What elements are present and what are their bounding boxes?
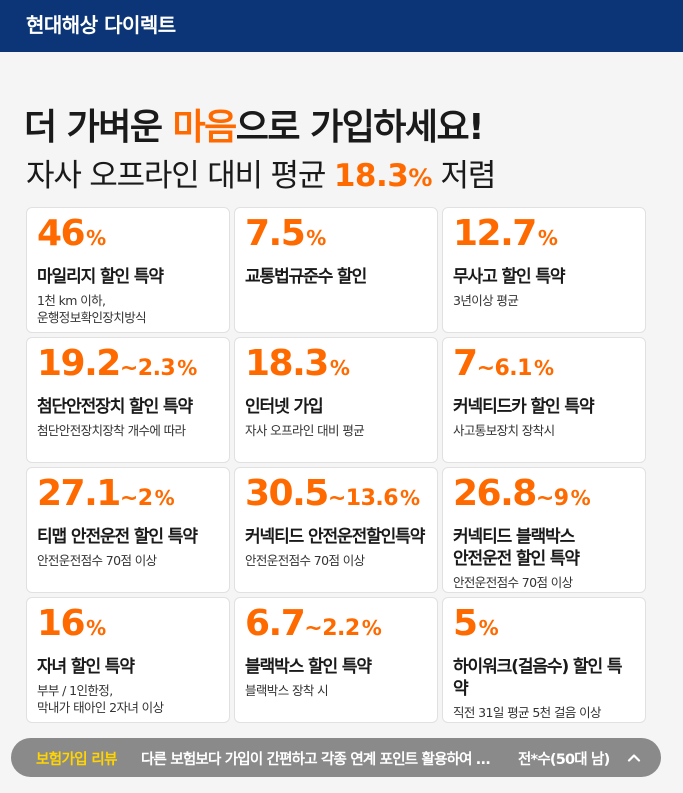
discount-rate: 7~6.1% <box>453 346 635 386</box>
rate-unit: % <box>570 486 591 510</box>
rate-value: 19.2 <box>37 343 121 384</box>
discount-rate: 27.1~2% <box>37 476 219 516</box>
subline-pre: 자사 오프라인 대비 평균 <box>26 158 334 194</box>
headline-post: 으로 가입하세요! <box>235 107 485 148</box>
card-title: 자녀 할인 특약 <box>37 657 135 677</box>
rate-unit: % <box>329 356 350 380</box>
card-title: 커넥티드 블랙박스 안전운전 할인 특약 <box>453 527 580 569</box>
card-description: 블랙박스 장착 시 <box>245 683 329 698</box>
rate-unit: % <box>361 616 382 640</box>
card-description: 사고통보장치 장착시 <box>453 423 555 438</box>
subline-post: 저렴 <box>431 158 497 194</box>
discount-rate: 12.7% <box>453 216 635 256</box>
hero-subline: 자사 오프라인 대비 평균 18.3% 저렴 <box>26 150 497 195</box>
discount-rate: 30.5~13.6% <box>245 476 427 516</box>
rate-unit: % <box>86 226 106 250</box>
rate-value: 30.5 <box>245 473 329 514</box>
card-description: 자사 오프라인 대비 평균 <box>245 423 365 438</box>
discount-card: 46% 마일리지 할인 특약 1천 km 이하, 운행정보확인장치방식 <box>26 207 230 333</box>
discount-rate: 7.5% <box>245 216 427 256</box>
card-title: 커넥티드 안전운전할인특약 <box>245 527 425 547</box>
subline-value: 18.3% <box>333 158 433 194</box>
rate-unit: % <box>533 356 554 380</box>
rate-range: ~6.1 <box>476 356 533 381</box>
discount-rate: 5% <box>453 606 635 646</box>
discount-card: 18.3% 인터넷 가입 자사 오프라인 대비 평균 <box>234 337 438 463</box>
discount-rate: 19.2~2.3% <box>37 346 219 386</box>
rate-value: 5 <box>453 603 478 644</box>
card-title: 커넥티드카 할인 특약 <box>453 397 595 417</box>
rate-value: 18.3 <box>245 343 329 384</box>
rate-range: ~2.3 <box>119 356 176 381</box>
card-title: 하이워크(걸음수) 할인 특약 <box>453 657 622 699</box>
rate-range: ~9 <box>535 486 569 511</box>
chevron-up-icon[interactable] <box>626 750 642 766</box>
card-description: 3년이상 평균 <box>453 293 519 308</box>
review-label: 보험가입 리뷰 <box>36 752 117 768</box>
card-description: 1천 km 이하, 운행정보확인장치방식 <box>37 293 147 325</box>
top-header: 현대해상 다이렉트 <box>0 0 683 52</box>
card-description: 안전운전점수 70점 이상 <box>453 575 573 590</box>
card-title: 교통법규준수 할인 <box>245 267 367 287</box>
card-title: 마일리지 할인 특약 <box>37 267 164 287</box>
rate-unit: % <box>537 226 558 250</box>
card-description: 부부 / 1인한정, 막내가 태아인 2자녀 이상 <box>37 683 164 715</box>
rate-value: 46 <box>37 213 86 254</box>
card-title: 무사고 할인 특약 <box>453 267 566 287</box>
discount-rate: 6.7~2.2% <box>245 606 427 646</box>
rate-value: 6.7 <box>245 603 306 644</box>
card-title: 인터넷 가입 <box>245 397 324 417</box>
rate-unit: % <box>154 486 175 510</box>
rate-value: 27.1 <box>37 473 121 514</box>
subline-number: 18.3 <box>333 158 409 194</box>
card-title: 블랙박스 할인 특약 <box>245 657 372 677</box>
discount-card: 7.5% 교통법규준수 할인 <box>234 207 438 333</box>
card-description: 안전운전점수 70점 이상 <box>37 553 157 568</box>
card-title: 티맵 안전운전 할인 특약 <box>37 527 198 547</box>
discount-rate: 26.8~9% <box>453 476 635 516</box>
discount-rate: 16% <box>37 606 219 646</box>
rate-value: 7 <box>453 343 478 384</box>
card-description: 안전운전점수 70점 이상 <box>245 553 365 568</box>
rate-unit: % <box>400 486 420 510</box>
rate-unit: % <box>478 616 499 640</box>
rate-unit: % <box>86 616 106 640</box>
rate-value: 26.8 <box>453 473 537 514</box>
discount-rate: 18.3% <box>245 346 427 386</box>
rate-unit: % <box>177 356 197 380</box>
card-title: 첨단안전장치 할인 특약 <box>37 397 193 417</box>
subline-unit: % <box>408 164 432 192</box>
card-description: 직전 31일 평균 5천 걸음 이상 <box>453 705 602 720</box>
brand-logo-text[interactable]: 현대해상 다이렉트 <box>26 13 176 37</box>
headline-accent: 마음 <box>172 107 238 148</box>
rate-value: 7.5 <box>245 213 306 254</box>
rate-unit: % <box>306 226 326 250</box>
discount-rate: 46% <box>37 216 219 256</box>
rate-range: ~2 <box>119 486 153 511</box>
headline-pre: 더 가벼운 <box>24 107 173 148</box>
rate-range: ~2.2 <box>304 616 360 641</box>
rate-range: ~13.6 <box>327 486 399 511</box>
rate-value: 16 <box>37 603 86 644</box>
review-text[interactable]: 다른 보험보다 가입이 간편하고 각종 연계 포인트 활용하여 저렴하게 가입했… <box>141 752 491 768</box>
card-description: 첨단안전장치장착 개수에 따라 <box>37 423 186 438</box>
rate-value: 12.7 <box>453 213 537 254</box>
review-ticker[interactable]: 보험가입 리뷰 다른 보험보다 가입이 간편하고 각종 연계 포인트 활용하여 … <box>11 738 661 777</box>
review-author: 전*수(50대 남) <box>518 752 610 768</box>
hero-headline: 더 가벼운 마음으로 가입하세요! <box>24 98 485 150</box>
discount-card: 12.7% 무사고 할인 특약 3년이상 평균 <box>442 207 646 333</box>
